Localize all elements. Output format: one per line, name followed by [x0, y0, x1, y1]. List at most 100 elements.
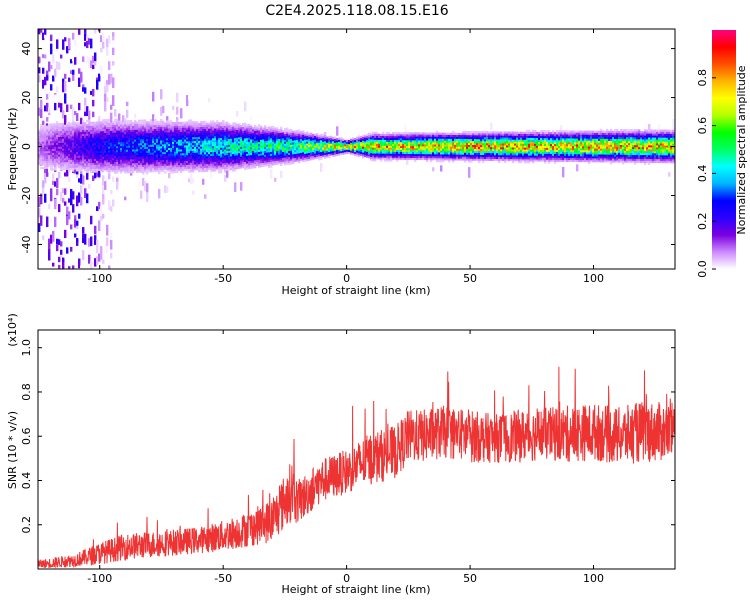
heatmap-cell [254, 132, 257, 135]
heatmap-cell [172, 171, 175, 174]
heatmap-cell [84, 129, 87, 132]
heatmap-cell [140, 139, 143, 142]
heatmap-cell [250, 125, 253, 128]
heatmap-cell [426, 138, 429, 141]
heatmap-cell [472, 156, 475, 159]
heatmap-cell [418, 151, 421, 155]
heatmap-cell [92, 143, 95, 146]
heatmap-cell [148, 130, 151, 134]
heatmap-cell [190, 146, 193, 150]
heatmap-cell [378, 143, 381, 146]
heatmap-cell [370, 148, 373, 152]
heatmap-cell [164, 140, 167, 143]
heatmap-cell [150, 121, 153, 124]
heatmap-cell [74, 159, 77, 162]
heatmap-cell [248, 165, 251, 168]
heatmap-cell [392, 151, 395, 154]
heatmap-cell [414, 145, 417, 149]
heatmap-cell [162, 153, 165, 157]
heatmap-cell [48, 203, 51, 209]
heatmap-cell [162, 146, 165, 149]
heatmap-cell [430, 138, 433, 141]
heatmap-cell [132, 153, 135, 156]
heatmap-cell [106, 126, 109, 130]
heatmap-cell [424, 132, 427, 135]
heatmap-cell [444, 140, 447, 143]
heatmap-cell [146, 131, 149, 134]
heatmap-cell [306, 145, 309, 148]
heatmap-cell [172, 149, 175, 152]
heatmap-cell [212, 163, 215, 166]
heatmap-cell [198, 148, 201, 151]
heatmap-cell [94, 170, 97, 173]
heatmap-cell [170, 163, 173, 166]
heatmap-cell [378, 153, 381, 156]
heatmap-cell [230, 152, 233, 155]
heatmap-cell [210, 122, 213, 125]
heatmap-cell [90, 168, 93, 171]
heatmap-cell [170, 137, 173, 141]
heatmap-cell [200, 136, 203, 139]
heatmap-cell [70, 144, 73, 147]
heatmap-cell [274, 133, 277, 136]
heatmap-cell [240, 144, 243, 147]
heatmap-cell [164, 163, 167, 166]
heatmap-cell [232, 122, 235, 125]
heatmap-cell [436, 156, 439, 159]
heatmap-cell [328, 145, 331, 149]
heatmap-cell [480, 146, 483, 150]
heatmap-cell [452, 152, 455, 155]
heatmap-cell [388, 141, 391, 144]
heatmap-cell [58, 102, 61, 108]
heatmap-cell [58, 132, 61, 136]
heatmap-cell [144, 162, 147, 165]
heatmap-cell [394, 145, 397, 148]
heatmap-cell [136, 170, 139, 173]
heatmap-cell [124, 133, 127, 137]
heatmap-cell [114, 152, 117, 155]
heatmap-cell [112, 165, 115, 169]
heatmap-cell [120, 151, 123, 154]
heatmap-cell [126, 161, 129, 164]
heatmap-cell [410, 134, 413, 137]
heatmap-cell [146, 138, 149, 142]
heatmap-cell [420, 144, 423, 147]
heatmap-cell [358, 154, 361, 158]
heatmap-cell [64, 138, 67, 141]
heatmap-cell [230, 158, 233, 161]
heatmap-cell [374, 139, 377, 142]
heatmap-cell [86, 55, 89, 64]
heatmap-cell [380, 139, 383, 142]
heatmap-cell [298, 139, 301, 142]
heatmap-cell [434, 146, 437, 149]
heatmap-cell [252, 129, 255, 132]
heatmap-cell [236, 123, 239, 127]
heatmap-cell [284, 155, 287, 158]
heatmap-cell [116, 134, 119, 137]
heatmap-cell [98, 125, 101, 128]
heatmap-cell [252, 148, 255, 151]
heatmap-cell [234, 130, 237, 133]
heatmap-cell [194, 148, 197, 151]
heatmap-cell [244, 132, 247, 135]
heatmap-cell [76, 238, 79, 243]
heatmap-cell [214, 124, 217, 127]
heatmap-cell [402, 151, 405, 154]
heatmap-cell [434, 134, 437, 137]
heatmap-cell [470, 142, 473, 146]
heatmap-cell [68, 130, 71, 133]
heatmap-cell [160, 120, 163, 123]
heatmap-cell [126, 101, 129, 107]
heatmap-cell [56, 140, 59, 143]
heatmap-cell [48, 129, 51, 132]
heatmap-cell [402, 132, 405, 135]
heatmap-cell [482, 142, 485, 146]
heatmap-cell [246, 153, 249, 156]
heatmap-cell [48, 152, 51, 156]
heatmap-cell [114, 128, 117, 131]
heatmap-cell [76, 145, 79, 149]
heatmap-cell [486, 135, 489, 138]
heatmap-cell [436, 130, 439, 133]
heatmap-cell [258, 145, 261, 149]
